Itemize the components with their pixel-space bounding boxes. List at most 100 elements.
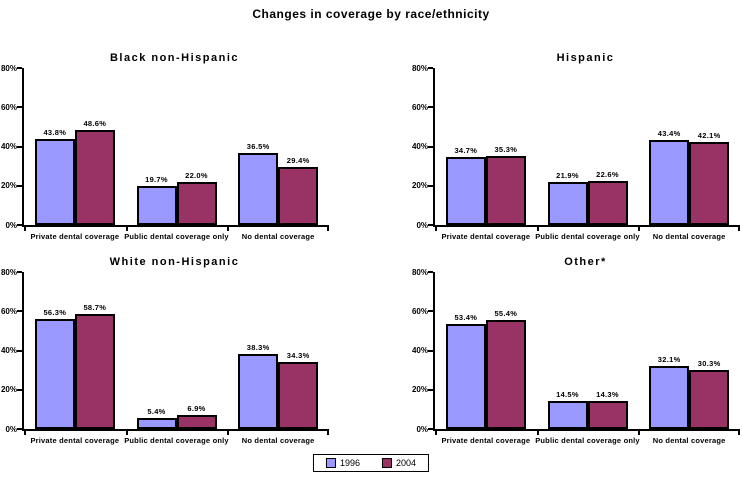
bar-1996-black-non-hispanic <box>238 153 279 225</box>
bar-2004-hispanic <box>587 180 628 225</box>
bar-value-label: 34.7% <box>454 145 478 155</box>
y-axis-tick <box>17 106 22 109</box>
x-axis-tick <box>638 431 641 435</box>
bar-value-label: 14.5% <box>556 389 579 399</box>
bar-2004-white-non-hispanic <box>176 415 217 429</box>
y-axis-tick <box>17 349 22 352</box>
bar-1996-hispanic <box>445 156 486 225</box>
bar-value-label: 30.3% <box>697 358 721 368</box>
bar-value-label: 21.9% <box>556 171 579 181</box>
bar-1996-hispanic <box>547 182 588 225</box>
legend-label-2004: 2004 <box>396 458 417 468</box>
y-axis-label: 40% <box>0 142 17 151</box>
x-axis-tick <box>435 431 437 435</box>
x-axis-label: Private dental coverage <box>441 436 531 445</box>
x-axis-label: Public dental coverage only <box>124 436 229 445</box>
panel-other: Other* 0% 20% 40% 60% 80% 53.4% 55.4% Private de… <box>403 252 742 452</box>
bar-value-label: 5.4% <box>147 407 166 417</box>
figure-title: Changes in coverage by race/ethnicity <box>252 7 490 21</box>
plot-area-other: 0% 20% 40% 60% 80% 53.4% 55.4% Private dental c… <box>412 268 740 445</box>
bar-1996-black-non-hispanic <box>136 186 177 225</box>
y-axis-label: 0% <box>5 424 17 434</box>
y-axis-tick <box>17 310 22 313</box>
y-axis-tick <box>428 310 433 313</box>
bar-2004-black-non-hispanic <box>74 129 115 225</box>
x-axis-tick <box>24 227 26 231</box>
bar-value-label: 6.9% <box>187 404 206 414</box>
x-axis-label: Public dental coverage only <box>124 232 229 241</box>
chart-legend: 1996 2004 <box>312 454 430 472</box>
legend-swatch-1996-icon <box>325 458 336 468</box>
bar-2004-black-non-hispanic <box>278 167 319 225</box>
x-axis-tick <box>638 227 641 231</box>
x-axis-label: Public dental coverage only <box>535 436 640 445</box>
y-axis-tick <box>428 271 433 273</box>
legend-label-1996: 1996 <box>339 458 360 468</box>
x-axis-label: Public dental coverage only <box>535 232 640 241</box>
y-axis-tick <box>428 184 433 187</box>
x-axis-tick <box>125 431 128 435</box>
bar-value-label: 48.6% <box>83 118 107 128</box>
y-axis-label: 40% <box>411 346 428 355</box>
y-axis-tick <box>428 145 433 148</box>
y-axis-tick <box>17 271 22 273</box>
y-axis-tick <box>17 67 22 69</box>
bar-2004-other <box>587 400 628 429</box>
bar-value-label: 35.3% <box>494 144 518 154</box>
bar-1996-black-non-hispanic <box>34 139 75 225</box>
bar-2004-other <box>485 320 526 429</box>
legend-swatch-2004-icon <box>382 458 392 468</box>
bar-2004-other <box>689 369 730 429</box>
bar-value-label: 34.3% <box>286 350 310 360</box>
x-axis-tick <box>327 431 329 435</box>
bar-value-label: 43.4% <box>657 128 681 138</box>
y-axis-tick <box>17 145 22 148</box>
bar-2004-white-non-hispanic <box>278 361 319 429</box>
x-axis-tick <box>24 431 26 435</box>
bar-value-label: 22.0% <box>185 170 208 180</box>
x-axis-label: No dental coverage <box>652 436 726 445</box>
panel-white-non-hispanic: White non-Hispanic 0% 20% 40% 60% 80% 56.3% 58.… <box>0 252 344 452</box>
y-axis-tick <box>428 106 433 109</box>
bar-value-label: 36.5% <box>246 142 270 152</box>
x-axis-tick <box>435 227 437 231</box>
plot-area-white-non-hispanic: 0% 20% 40% 60% 80% 56.3% 58.7% Private dental c… <box>1 268 329 445</box>
y-axis-label: 60% <box>0 102 17 112</box>
plot-area-hispanic: 0% 20% 40% 60% 80% 34.7% 35.3% Private dental c… <box>412 64 740 241</box>
panel-title-other: Other* <box>564 256 607 268</box>
x-axis-tick <box>227 431 230 435</box>
y-axis-label: 0% <box>416 424 428 434</box>
x-axis-tick <box>738 431 740 435</box>
y-axis-tick <box>428 428 433 430</box>
bar-value-label: 22.6% <box>596 169 619 179</box>
y-axis-tick <box>17 184 22 187</box>
y-axis-label: 80% <box>0 63 17 73</box>
legend-item-1996: 1996 <box>325 458 360 468</box>
x-axis-tick <box>536 431 539 435</box>
panel-hispanic: Hispanic 0% 20% 40% 60% 80% 34.7% 35.3% Private … <box>403 48 742 248</box>
y-axis-label: 40% <box>0 346 17 355</box>
y-axis-label: 20% <box>411 385 428 395</box>
bar-value-label: 38.3% <box>246 342 270 352</box>
bar-1996-white-non-hispanic <box>34 318 75 429</box>
bar-value-label: 58.7% <box>83 302 107 312</box>
y-axis-label: 60% <box>411 306 428 316</box>
x-axis-label: No dental coverage <box>241 232 315 241</box>
bar-2004-black-non-hispanic <box>176 181 217 225</box>
bar-value-label: 56.3% <box>43 307 67 317</box>
x-axis-tick <box>227 227 230 231</box>
bar-2004-hispanic <box>689 142 730 225</box>
bar-1996-white-non-hispanic <box>136 418 177 429</box>
x-axis-label: Private dental coverage <box>441 232 531 241</box>
y-axis-label: 0% <box>416 220 428 230</box>
y-axis-label: 60% <box>411 102 428 112</box>
panel-title-black-non-hispanic: Black non-Hispanic <box>109 52 240 64</box>
bar-value-label: 53.4% <box>454 313 478 323</box>
bar-1996-white-non-hispanic <box>238 353 279 429</box>
panel-black-non-hispanic: Black non-Hispanic 0% 20% 40% 60% 80% 43.8% 48.… <box>0 48 344 248</box>
y-axis-label: 60% <box>0 306 17 316</box>
y-axis-tick <box>428 67 433 69</box>
y-axis-tick <box>17 388 22 391</box>
y-axis-label: 20% <box>411 181 428 191</box>
